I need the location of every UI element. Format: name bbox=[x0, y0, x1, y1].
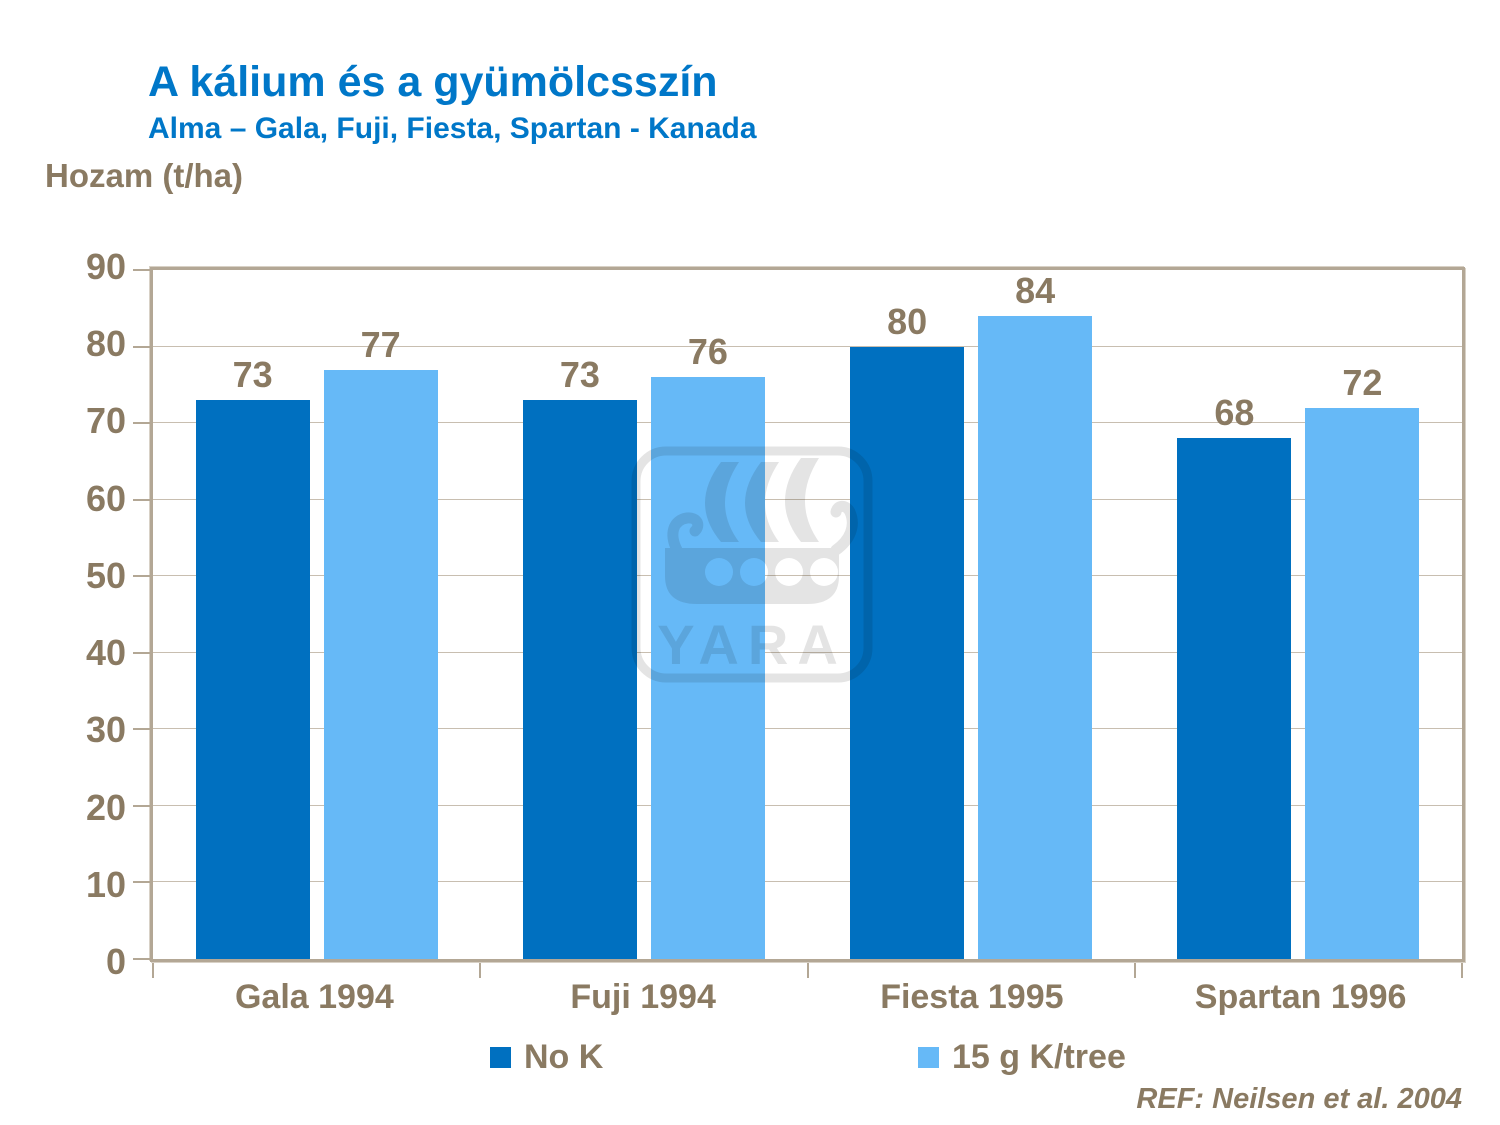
bar: 84 bbox=[978, 270, 1093, 959]
gridline bbox=[153, 804, 1462, 806]
y-tick-mark bbox=[133, 498, 150, 501]
legend: No K 15 g K/tree bbox=[150, 1038, 1465, 1082]
y-tick-label: 0 bbox=[105, 941, 126, 982]
bar: 76 bbox=[650, 331, 765, 959]
y-tick-label: 10 bbox=[85, 863, 126, 905]
bar-group: 68 72 bbox=[1135, 270, 1462, 959]
bars-layer: 73 77 73 76 80 84 68 72 bbox=[153, 270, 1462, 959]
bar: 68 bbox=[1177, 392, 1292, 959]
gridline bbox=[153, 345, 1462, 347]
bar-group: 73 76 bbox=[480, 270, 807, 959]
legend-label: 15 g K/tree bbox=[952, 1038, 1126, 1076]
gridline bbox=[153, 422, 1462, 424]
y-tick-label: 60 bbox=[85, 477, 126, 519]
y-tick-mark bbox=[133, 728, 150, 731]
y-tick-mark bbox=[133, 881, 150, 884]
legend-swatch bbox=[490, 1047, 511, 1068]
y-tick-mark bbox=[133, 422, 150, 425]
y-tick-label: 40 bbox=[85, 632, 126, 674]
reference-note: REF: Neilsen et al. 2004 bbox=[1136, 1083, 1462, 1115]
gridline bbox=[153, 728, 1462, 730]
x-tick-mark bbox=[152, 963, 154, 978]
bar-value-label: 84 bbox=[1015, 269, 1056, 311]
y-tick-label: 50 bbox=[85, 554, 126, 596]
y-tick-mark bbox=[133, 804, 150, 807]
y-tick-label: 30 bbox=[85, 709, 126, 751]
legend-item: 15 g K/tree bbox=[918, 1038, 1126, 1077]
y-tick-label: 20 bbox=[85, 786, 126, 828]
bar-value-label: 73 bbox=[559, 354, 600, 396]
y-tick-label: 90 bbox=[85, 246, 126, 287]
bar: 72 bbox=[1305, 362, 1420, 959]
bar-value-label: 68 bbox=[1214, 392, 1255, 434]
x-tick-mark bbox=[479, 963, 482, 978]
bar: 73 bbox=[195, 354, 310, 959]
legend-label: No K bbox=[524, 1038, 604, 1076]
bar-value-label: 77 bbox=[360, 323, 401, 365]
legend-item: No K bbox=[490, 1038, 603, 1077]
category-label: Gala 1994 bbox=[234, 978, 394, 1016]
bar-group: 73 77 bbox=[153, 270, 480, 959]
bar-value-label: 76 bbox=[687, 331, 728, 373]
y-tick-mark bbox=[133, 651, 150, 654]
y-tick-label: 80 bbox=[85, 323, 126, 365]
y-axis-tick-labels: 0 10 20 30 40 50 60 70 80 90 bbox=[0, 246, 126, 982]
x-tick-mark bbox=[1133, 963, 1136, 978]
chart-title: A kálium és a gyümölcsszín bbox=[148, 58, 718, 106]
x-axis-category-labels: Gala 1994 Fuji 1994 Fiesta 1995 Spartan 199… bbox=[150, 978, 1465, 1017]
bar: 73 bbox=[522, 354, 637, 959]
legend-swatch bbox=[918, 1047, 939, 1068]
y-tick-mark bbox=[133, 575, 150, 578]
bar-value-label: 72 bbox=[1342, 361, 1383, 403]
bar-value-label: 73 bbox=[232, 354, 273, 396]
bar-group: 80 84 bbox=[808, 270, 1135, 959]
bar: 80 bbox=[850, 301, 965, 959]
y-tick-label: 70 bbox=[85, 400, 126, 442]
gridline bbox=[153, 881, 1462, 883]
category-label: Fuji 1994 bbox=[570, 978, 716, 1016]
x-tick-mark bbox=[806, 963, 809, 978]
plot-area: YARA 73 77 73 76 80 84 68 72 bbox=[133, 267, 1465, 978]
y-tick-mark bbox=[133, 345, 150, 348]
category-label: Fiesta 1995 bbox=[880, 978, 1064, 1016]
chart-subtitle: Alma – Gala, Fuji, Fiesta, Spartan - Kan… bbox=[148, 112, 757, 145]
bar-value-label: 80 bbox=[887, 300, 928, 342]
bar: 77 bbox=[323, 324, 438, 959]
x-tick-mark bbox=[1461, 963, 1463, 978]
y-tick-mark bbox=[133, 269, 150, 271]
y-axis-title: Hozam (t/ha) bbox=[45, 157, 243, 194]
category-label: Spartan 1996 bbox=[1194, 978, 1407, 1016]
y-tick-mark bbox=[133, 958, 150, 960]
